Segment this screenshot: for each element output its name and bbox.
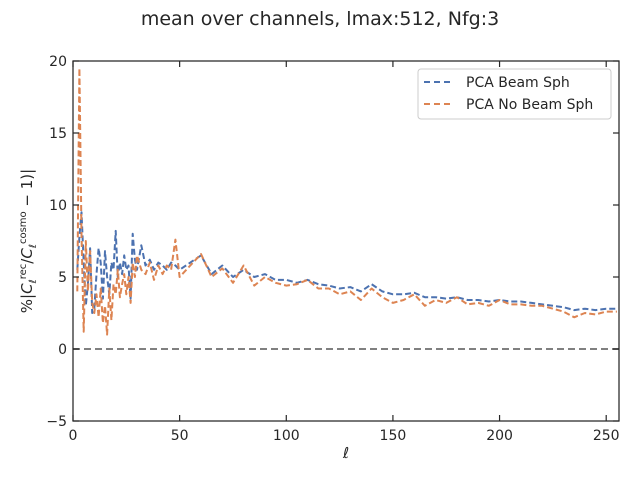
- legend-label-no-beam: PCA No Beam Sph: [466, 97, 593, 113]
- legend: PCA Beam Sph PCA No Beam Sph: [417, 68, 612, 120]
- x-axis-label: ℓ: [342, 444, 349, 462]
- y-tick-label: −5: [46, 414, 67, 430]
- series-group: [76, 67, 617, 336]
- x-tick-label: 200: [486, 428, 513, 444]
- x-tick-label: 50: [171, 428, 189, 444]
- legend-box: [417, 68, 612, 120]
- x-tick-label: 0: [69, 428, 78, 444]
- x-tick-label: 150: [380, 428, 407, 444]
- y-axis-label: %|Cℓrec/Cℓcosmo − 1)|: [18, 169, 39, 313]
- series-line-beam: [76, 211, 617, 314]
- y-tick-label: 10: [49, 198, 67, 214]
- y-tick-label: 5: [58, 270, 67, 286]
- y-tick-label: 20: [49, 54, 67, 70]
- legend-label-beam: PCA Beam Sph: [466, 75, 570, 91]
- chart-title: mean over channels, lmax:512, Nfg:3: [141, 8, 499, 30]
- x-tick-label: 250: [593, 428, 620, 444]
- y-tick-label: 0: [58, 342, 67, 358]
- x-tick-label: 100: [273, 428, 300, 444]
- series-line-no-beam: [76, 67, 617, 336]
- plot-frame: [72, 60, 620, 422]
- plot-area: [73, 61, 619, 421]
- y-tick-label: 15: [49, 126, 67, 142]
